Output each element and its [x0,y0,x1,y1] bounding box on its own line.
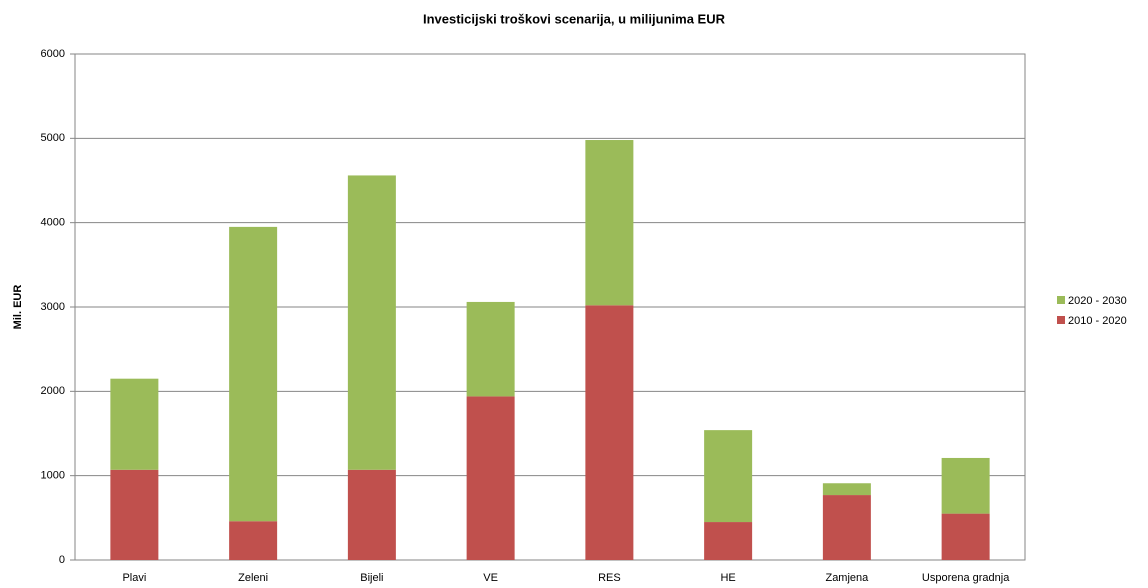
legend-label: 2010 - 2020 [1068,315,1127,327]
x-tick-label: Bijeli [360,572,383,584]
bar-segment [941,513,990,560]
y-tick-label: 6000 [41,48,65,60]
bar-segment [585,140,634,306]
bar-segment [822,495,871,560]
bar-segment [466,301,515,397]
bar-segment [704,522,753,560]
y-tick-label: 3000 [41,301,65,313]
bar-segment [822,483,871,496]
bar-segment [229,226,278,522]
x-tick-label: RES [598,572,621,584]
legend-swatch [1057,316,1065,324]
bar-segment [347,175,396,470]
bar-segment [110,378,159,470]
x-tick-label: Usporena gradnja [922,572,1010,584]
y-tick-label: 5000 [41,132,65,144]
bar-segment [585,305,634,560]
legend-swatch [1057,296,1065,304]
y-tick-label: 4000 [41,217,65,229]
bar-segment [229,521,278,560]
x-tick-label: Zeleni [238,572,268,584]
x-tick-label: HE [720,572,735,584]
chart-title: Investicijski troškovi scenarija, u mili… [423,11,726,26]
y-tick-label: 0 [59,554,65,566]
bar-segment [704,430,753,523]
y-axis-label: Mil. EUR [12,285,24,330]
bar-segment [466,396,515,560]
bar-segment [347,469,396,560]
y-tick-label: 1000 [41,470,65,482]
legend-label: 2020 - 2030 [1068,295,1127,307]
x-tick-label: VE [483,572,498,584]
x-tick-label: Plavi [122,572,146,584]
bar-segment [941,457,990,514]
y-tick-label: 2000 [41,385,65,397]
plot-border [74,53,1026,561]
bar-segment [110,469,159,560]
x-tick-label: Zamjena [825,572,869,584]
